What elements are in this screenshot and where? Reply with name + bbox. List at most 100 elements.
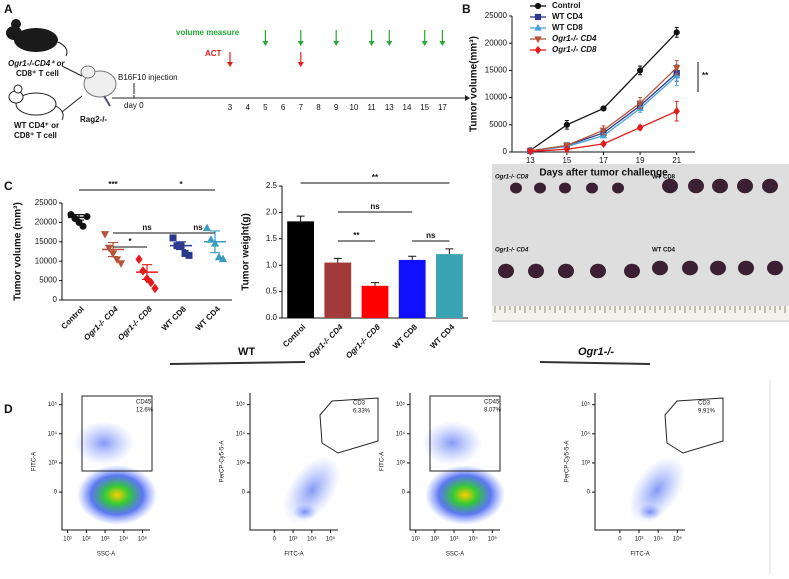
y-tick-label: 10⁴: [236, 430, 246, 437]
legend-label: WT CD8: [552, 23, 583, 32]
group-label: Ogr1-/-: [578, 346, 614, 358]
group-line: [169, 361, 306, 365]
x-tick-label: Ogr1-/- CD8: [116, 304, 154, 342]
y-tick-label: 25000: [35, 198, 58, 207]
population: [283, 456, 341, 524]
y-tick-label: 0: [242, 490, 246, 496]
marker: [83, 213, 91, 221]
x-tick-label: 0: [273, 537, 277, 543]
x-tick-label: 10⁵: [488, 536, 498, 543]
arrow-head: [368, 41, 375, 46]
sig-label: *: [128, 237, 132, 246]
arrow: [333, 30, 340, 46]
timeline-head: [465, 95, 470, 101]
sig-label: *: [179, 180, 183, 189]
marker: [202, 223, 212, 232]
marker: [104, 244, 114, 253]
gate-percent: 9.91%: [698, 409, 716, 415]
day-label: 13: [385, 103, 394, 112]
legend-label: Ogr1-/- CD4: [552, 34, 597, 43]
y-tick-label: 10⁵: [236, 401, 246, 408]
marker: [672, 65, 681, 72]
gate: [664, 397, 724, 454]
legend-label: Ogr1-/- CD8: [552, 45, 597, 54]
population: [293, 504, 317, 520]
marker: [218, 254, 228, 263]
x-tick-label: 10⁵: [326, 536, 336, 543]
arrow: [421, 30, 428, 46]
tumor: [558, 263, 574, 279]
ko-mouse: [6, 19, 68, 57]
tumor: [590, 263, 606, 279]
marker: [599, 131, 608, 139]
x-tick-label: 10⁴: [654, 536, 664, 543]
gate-name: CD3: [353, 401, 366, 407]
y-tick-label: 10⁴: [48, 430, 58, 437]
axes: [409, 393, 500, 531]
y-tick-label: 20000: [35, 218, 58, 227]
bar: [287, 221, 314, 318]
tumor: [510, 182, 522, 194]
gate: [319, 397, 379, 454]
x-axis-label: SSC-A: [97, 552, 115, 558]
wt-mouse: [8, 84, 64, 121]
photo-label: WT CD8: [652, 175, 676, 181]
x-tick-label: 10⁴: [119, 536, 129, 543]
bar: [324, 262, 352, 318]
sig-label: ns: [142, 223, 152, 232]
x-tick-label: 19: [636, 156, 645, 165]
error-bar: [445, 248, 454, 255]
y-axis-label: Tumor volume (mm³): [13, 202, 24, 301]
arrow: [297, 52, 304, 67]
y-tick-label: 2.0: [266, 208, 278, 217]
y-tick-label: 10000: [485, 93, 508, 102]
marker: [673, 106, 680, 116]
x-tick-label: 10³: [101, 537, 110, 543]
y-axis-label: Tumor volume(mm³): [469, 36, 480, 132]
population: [74, 421, 134, 465]
y-tick-label: 2.5: [266, 181, 278, 190]
volume-label: volume measure: [176, 28, 240, 37]
y-tick-label: 15000: [35, 237, 58, 246]
error-bar: [333, 257, 342, 263]
tumor: [612, 182, 624, 194]
bar: [361, 285, 389, 318]
marker: [100, 231, 110, 239]
injection-label: B16F10 injection: [118, 73, 178, 82]
marker: [534, 2, 542, 10]
tumor: [586, 182, 598, 194]
arrow: [227, 52, 233, 67]
panel-label: B: [462, 2, 471, 16]
marker: [563, 145, 571, 154]
arrow-head: [227, 62, 233, 67]
gate-percent: 12.6%: [136, 408, 154, 414]
x-tick-label: 10²: [431, 537, 440, 543]
x-axis-label: FITC-A: [630, 552, 649, 558]
marker: [169, 234, 177, 242]
y-tick-label: 10⁵: [48, 401, 58, 408]
y-axis-label: FITC-A: [32, 452, 38, 471]
day-label: 4: [245, 103, 250, 112]
tumor: [688, 178, 704, 194]
marker: [135, 254, 143, 264]
marker: [637, 67, 644, 74]
x-tick-label: 10⁴: [469, 536, 479, 543]
tumor: [662, 178, 678, 194]
tumor: [534, 182, 546, 194]
sem-bar: [176, 241, 186, 251]
bar: [436, 254, 463, 318]
population: [425, 465, 505, 525]
gate: [81, 395, 153, 472]
marker: [600, 105, 607, 112]
day-label: 3: [228, 103, 233, 112]
x-tick-label: 10⁵: [673, 536, 683, 543]
tumor: [710, 260, 726, 276]
x-tick-label: 10³: [450, 537, 459, 543]
x-tick-label: 10¹: [63, 537, 72, 543]
y-axis-label: PerCP-Cy5-5-A: [565, 441, 571, 483]
x-tick-label: 15: [562, 156, 571, 165]
arrow: [262, 30, 269, 46]
y-tick-label: 25000: [485, 11, 508, 20]
panel-label: D: [4, 402, 13, 416]
